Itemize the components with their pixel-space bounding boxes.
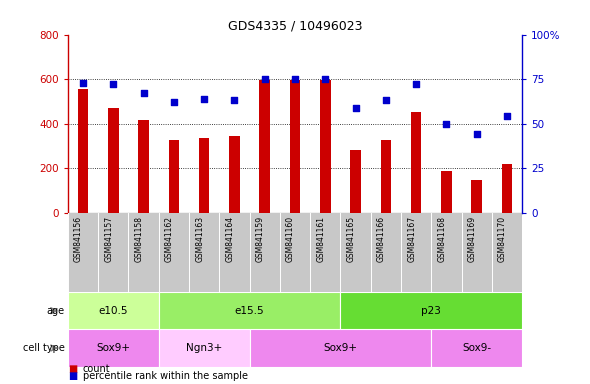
Bar <box>108 108 119 213</box>
Text: GSM841157: GSM841157 <box>104 216 113 262</box>
Bar <box>229 136 240 213</box>
Point <box>502 113 512 119</box>
Bar <box>471 180 482 213</box>
Bar <box>68 329 159 367</box>
Bar <box>320 80 330 213</box>
Text: GSM841168: GSM841168 <box>437 216 447 262</box>
Text: GSM841162: GSM841162 <box>165 216 174 262</box>
Point <box>139 90 148 96</box>
Text: GSM841160: GSM841160 <box>286 216 295 262</box>
Text: count: count <box>83 364 110 374</box>
Point <box>351 104 360 111</box>
Bar <box>78 89 88 213</box>
Text: GSM841170: GSM841170 <box>498 216 507 262</box>
Bar <box>431 329 522 367</box>
Point <box>109 81 118 88</box>
Text: Sox9+: Sox9+ <box>96 343 130 353</box>
Text: Sox9-: Sox9- <box>462 343 491 353</box>
Text: GSM841164: GSM841164 <box>225 216 234 262</box>
Bar <box>68 292 159 329</box>
Bar <box>260 80 270 213</box>
Text: GSM841167: GSM841167 <box>407 216 416 262</box>
Bar <box>199 138 209 213</box>
Text: GSM841161: GSM841161 <box>316 216 325 262</box>
Bar <box>502 164 512 213</box>
Bar <box>411 113 421 213</box>
Text: GSM841159: GSM841159 <box>255 216 265 262</box>
Point <box>381 97 391 103</box>
Text: GSM841156: GSM841156 <box>74 216 83 262</box>
Text: e15.5: e15.5 <box>235 306 264 316</box>
Text: GSM841169: GSM841169 <box>468 216 477 262</box>
Point <box>411 81 421 88</box>
Point <box>290 76 300 82</box>
Bar <box>290 80 300 213</box>
Bar <box>441 171 452 213</box>
Point <box>199 96 209 102</box>
Text: GSM841163: GSM841163 <box>195 216 204 262</box>
Bar <box>169 140 179 213</box>
Point <box>230 97 239 103</box>
Text: e10.5: e10.5 <box>99 306 128 316</box>
Text: age: age <box>47 306 65 316</box>
Point <box>260 76 270 82</box>
Point <box>320 76 330 82</box>
Bar <box>350 150 361 213</box>
Bar <box>159 329 250 367</box>
Text: GSM841165: GSM841165 <box>346 216 356 262</box>
Text: percentile rank within the sample: percentile rank within the sample <box>83 371 248 381</box>
Point <box>78 79 88 86</box>
Bar <box>340 292 522 329</box>
Text: p23: p23 <box>421 306 441 316</box>
Bar <box>159 292 340 329</box>
Point <box>442 121 451 127</box>
Text: ■: ■ <box>68 364 77 374</box>
Point <box>472 131 481 137</box>
Text: Ngn3+: Ngn3+ <box>186 343 222 353</box>
Text: cell type: cell type <box>23 343 65 353</box>
Text: ■: ■ <box>68 371 77 381</box>
Text: GDS4335 / 10496023: GDS4335 / 10496023 <box>228 20 362 33</box>
Text: GSM841166: GSM841166 <box>377 216 386 262</box>
Bar <box>381 140 391 213</box>
Text: GSM841158: GSM841158 <box>135 216 143 262</box>
Bar <box>138 120 149 213</box>
Bar <box>250 329 431 367</box>
Text: Sox9+: Sox9+ <box>323 343 358 353</box>
Point <box>169 99 179 105</box>
